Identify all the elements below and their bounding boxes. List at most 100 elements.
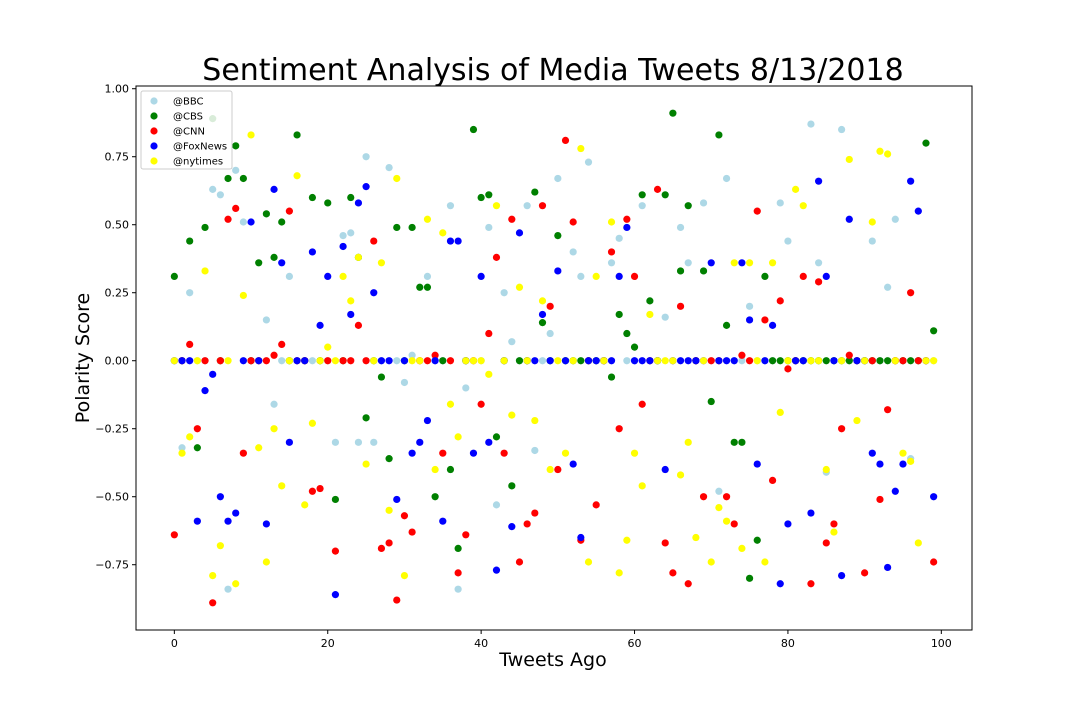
data-point <box>592 272 600 280</box>
data-point <box>791 357 800 365</box>
data-point <box>270 253 278 261</box>
data-point <box>393 357 401 365</box>
series-bbc <box>170 120 938 593</box>
chart-title: Sentiment Analysis of Media Tweets 8/13/… <box>202 53 903 88</box>
data-point <box>538 202 547 210</box>
data-point <box>469 449 478 457</box>
data-point <box>446 357 455 365</box>
data-point <box>308 193 317 202</box>
data-point <box>377 373 386 381</box>
y-tick-label: 1.00 <box>105 83 130 96</box>
data-point <box>439 517 447 525</box>
data-point <box>676 302 685 310</box>
data-point <box>477 193 485 202</box>
data-point <box>370 237 378 245</box>
y-tick-label: 0.25 <box>105 287 130 300</box>
data-point <box>738 357 746 365</box>
data-point <box>531 509 539 517</box>
data-point <box>607 373 616 381</box>
data-point <box>170 357 178 365</box>
y-tick-label: −0.75 <box>95 559 129 572</box>
data-point <box>408 528 416 536</box>
data-point <box>431 493 439 501</box>
data-point <box>692 533 700 542</box>
data-point <box>423 357 432 365</box>
x-tick-label: 40 <box>474 637 488 650</box>
data-point <box>224 215 232 223</box>
data-point <box>339 272 347 280</box>
data-point <box>707 259 715 267</box>
data-point <box>492 202 501 210</box>
data-point <box>884 283 892 291</box>
data-point <box>477 272 485 280</box>
data-point <box>239 174 247 183</box>
data-point <box>285 438 293 446</box>
data-point <box>554 357 562 365</box>
data-point <box>630 343 639 351</box>
data-point <box>515 558 524 566</box>
data-point <box>914 207 922 215</box>
data-point <box>661 465 669 474</box>
data-point <box>178 357 186 365</box>
plot-area <box>135 85 973 631</box>
data-point <box>745 357 754 365</box>
data-point <box>600 357 608 365</box>
data-point <box>638 191 646 199</box>
data-point <box>362 460 370 468</box>
data-point <box>853 416 861 425</box>
legend-frame <box>140 90 233 170</box>
data-point <box>730 520 738 528</box>
data-point <box>454 569 462 577</box>
data-point <box>868 449 876 457</box>
data-point <box>477 357 485 365</box>
data-point <box>439 357 447 365</box>
data-point <box>354 199 363 207</box>
data-point <box>638 400 646 408</box>
data-point <box>393 174 401 183</box>
data-point <box>861 357 869 365</box>
data-point <box>385 164 393 172</box>
y-axis-label: Polarity Score <box>72 293 94 423</box>
data-point <box>462 384 470 392</box>
data-point <box>285 357 293 365</box>
data-point <box>922 357 930 365</box>
y-tick-label: 0.50 <box>105 219 130 232</box>
data-point <box>224 357 232 365</box>
x-tick-label: 80 <box>781 637 795 650</box>
data-point <box>508 215 516 223</box>
data-point <box>523 202 531 210</box>
data-point <box>324 199 332 207</box>
data-point <box>186 340 194 348</box>
data-point <box>416 283 424 291</box>
data-point <box>408 223 416 232</box>
data-point <box>224 174 232 183</box>
data-point <box>385 357 393 365</box>
data-point <box>745 302 754 310</box>
series-cbs <box>170 109 938 582</box>
data-point <box>439 449 447 457</box>
data-point <box>186 357 194 365</box>
data-point <box>400 378 409 387</box>
data-point <box>891 487 899 495</box>
data-point <box>278 218 286 226</box>
data-point <box>669 569 677 577</box>
data-point <box>930 558 938 566</box>
legend-label: @nytimes <box>173 157 223 168</box>
data-point <box>745 316 754 324</box>
data-point <box>738 259 746 267</box>
data-point <box>623 357 631 365</box>
legend-marker <box>150 127 158 135</box>
data-point <box>393 223 401 232</box>
data-point <box>500 357 508 365</box>
data-point <box>646 297 654 305</box>
data-point <box>884 563 892 572</box>
data-point <box>592 357 600 365</box>
data-point <box>515 229 524 237</box>
data-point <box>193 444 201 452</box>
data-point <box>684 259 692 267</box>
data-point <box>684 438 692 446</box>
data-point <box>753 460 761 468</box>
data-point <box>722 357 731 365</box>
data-point <box>561 136 570 144</box>
data-point <box>377 357 386 365</box>
